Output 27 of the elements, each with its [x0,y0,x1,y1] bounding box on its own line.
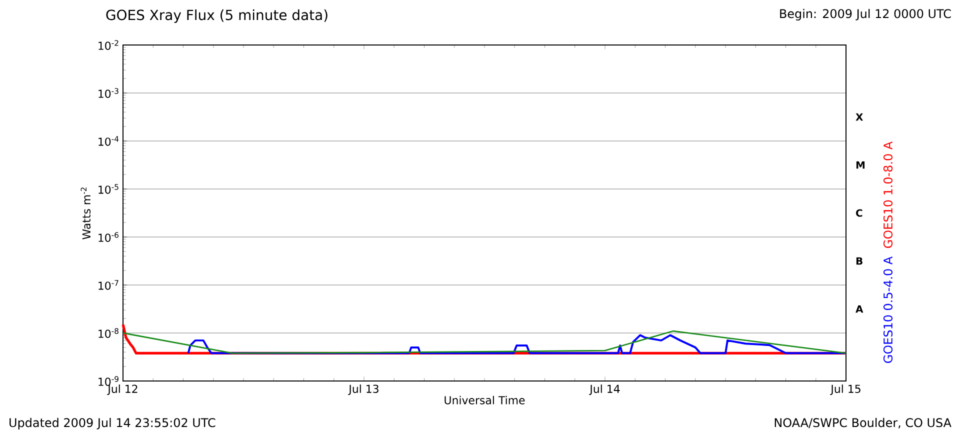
text: Updated 2009 Jul 14 23:55:02 UTC [10,418,216,430]
text: GOES10 1.0-8.0 A [883,142,893,248]
y-axis-title: Watts m$^{-2}$ [80,188,91,240]
y-tick-label: 10$^{-3}$ [98,88,118,98]
text: NOAA/SWPC Boulder, CO USA [774,418,952,428]
x-tick-label: Jul 14 [589,384,620,396]
text: C [856,209,862,217]
y-tick-label: 10$^{-5}$ [98,184,118,194]
line-series [122,330,847,354]
y-tick-label: 10$^{-7}$ [98,280,118,290]
text: A [856,305,864,313]
text: M [856,161,865,169]
text: B [856,257,862,265]
y-tick-label: 10$^{-9}$ [98,376,118,386]
text: GOES10 0.5-4.0 A [883,256,893,363]
y-tick-label: 10$^{-8}$ [98,328,118,338]
x-tick-label: Jul 13 [348,384,378,396]
line-series [187,334,847,354]
text: X [856,113,864,121]
y-tick-label: 10$^{-6}$ [98,232,118,242]
y-tick-label: 10$^{-2}$ [98,40,118,50]
text: Begin: 2009 Jul 12 0000 UTC [780,9,951,21]
x-tick-label: Jul 12 [107,384,138,396]
x-axis-title: Universal Time [444,396,525,404]
x-tick-label: Jul 15 [830,384,860,396]
chart-title: GOES Xray Flux (5 minute data) [106,9,328,23]
y-tick-label: 10$^{-4}$ [98,136,119,146]
